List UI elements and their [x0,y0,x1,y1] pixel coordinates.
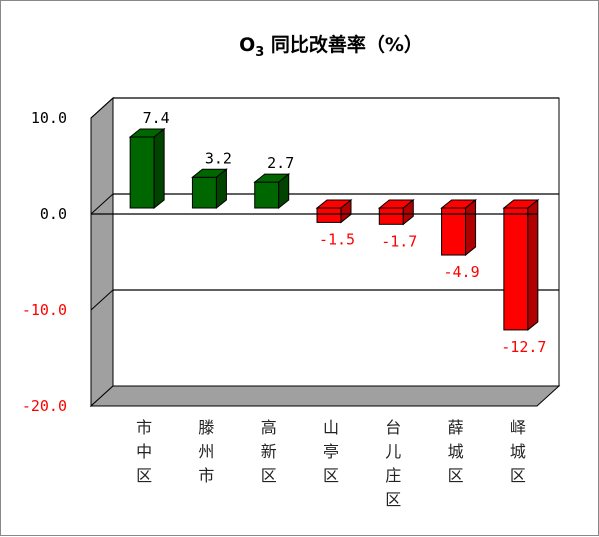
data-label: -4.9 [444,263,480,281]
bar-2 [253,173,291,210]
plot-area: 10.00.0-10.0-20.07.4市中区3.2滕州市2.7高新区-1.5山… [22,96,561,509]
category-label-char: 市 [198,466,214,485]
data-label: -12.7 [501,338,546,356]
bar-4 [377,198,415,226]
category-label-char: 区 [385,490,401,509]
bar-1 [191,168,228,210]
category-label-char: 城 [448,442,464,461]
bar-side [278,173,290,210]
bar-side [153,127,165,210]
gridline-side [90,97,114,119]
category-label-char: 城 [510,442,526,461]
y-tick-label: -20.0 [22,397,67,415]
category-label-char: 区 [136,466,152,485]
category-label-char: 台 [385,418,401,437]
data-label: 3.2 [205,149,232,167]
data-label: -1.5 [319,230,355,248]
bar-3 [315,198,353,224]
data-label: 2.7 [267,154,294,172]
chart-title-subscript: 3 [255,45,264,60]
category-label-char: 薛 [448,418,464,437]
category-label-char: 区 [261,466,277,485]
bar-side [215,168,227,210]
category-label-char: 峄 [510,418,526,437]
category-label-char: 亭 [323,442,339,461]
gridline-side [90,289,114,311]
y-tick-label: -10.0 [22,301,67,319]
category-label-char: 滕 [198,418,214,437]
bar-front [316,207,342,223]
category-label-char: 区 [510,466,526,485]
data-label: -1.7 [381,232,417,250]
category-label-char: 庄 [385,466,401,485]
category-label-char: 高 [261,418,277,437]
bar-0 [128,127,166,210]
bar-6 [502,198,540,331]
category-label-char: 山 [323,418,339,437]
bar-front [254,181,280,209]
bar-front [378,207,404,225]
bar-side [527,198,539,331]
category-label-char: 区 [448,466,464,485]
side-wall [90,96,114,408]
back-wall [112,97,560,387]
category-label-char: 州 [198,442,214,461]
bar-5 [440,198,477,257]
bar-front [441,207,467,256]
y-tick-label: 0.0 [40,205,67,223]
bar-front [191,176,217,209]
category-label-char: 新 [261,442,277,461]
y-tick-label: 10.0 [31,109,67,127]
bar-side [402,198,414,226]
category-label-char: 中 [136,442,152,461]
chart-title: O3 同比改善率（%） [239,33,423,60]
category-label-char: 市 [136,418,152,437]
category-label-char: 区 [323,466,339,485]
category-label-char: 儿 [385,442,401,461]
chart-title-rest: 同比改善率（%） [264,33,423,56]
chart-title-o: O [239,34,255,56]
data-label: 7.4 [143,109,170,127]
floor [89,385,561,407]
bar-front [129,136,155,209]
bar-front [503,207,529,331]
gridline-side [90,193,114,215]
bar-side [465,198,477,257]
